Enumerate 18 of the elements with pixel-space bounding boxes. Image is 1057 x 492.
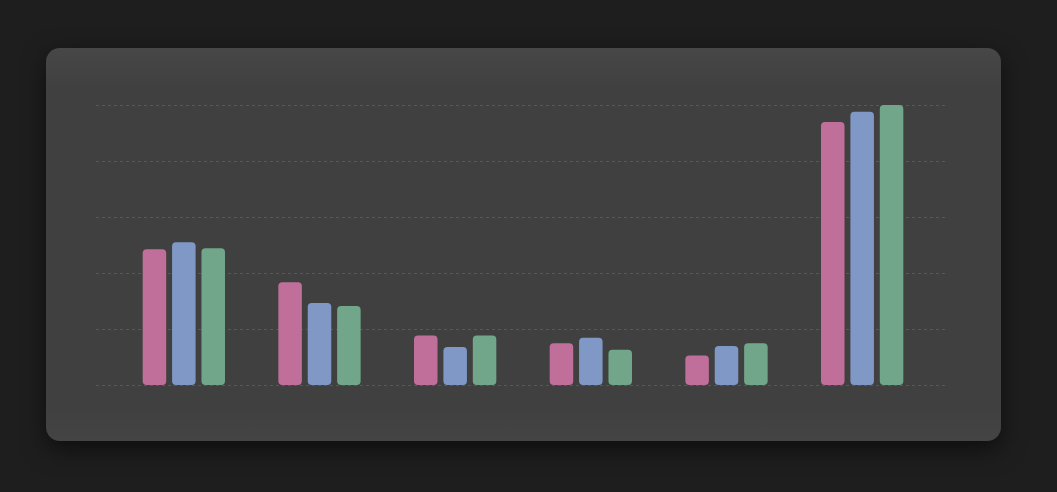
bar [142, 249, 167, 385]
bar [307, 302, 332, 385]
bar [879, 105, 904, 385]
bar [278, 282, 302, 385]
bar [414, 335, 438, 385]
bar [744, 343, 768, 385]
bar [850, 111, 874, 385]
bar [472, 335, 497, 385]
bar [608, 349, 632, 385]
bar [821, 122, 845, 385]
bar [201, 248, 225, 385]
bar [337, 306, 361, 385]
bar [443, 346, 467, 385]
bar [579, 337, 603, 385]
bar [172, 242, 196, 385]
bar [714, 346, 739, 385]
bar [685, 355, 709, 385]
bar [549, 343, 574, 385]
